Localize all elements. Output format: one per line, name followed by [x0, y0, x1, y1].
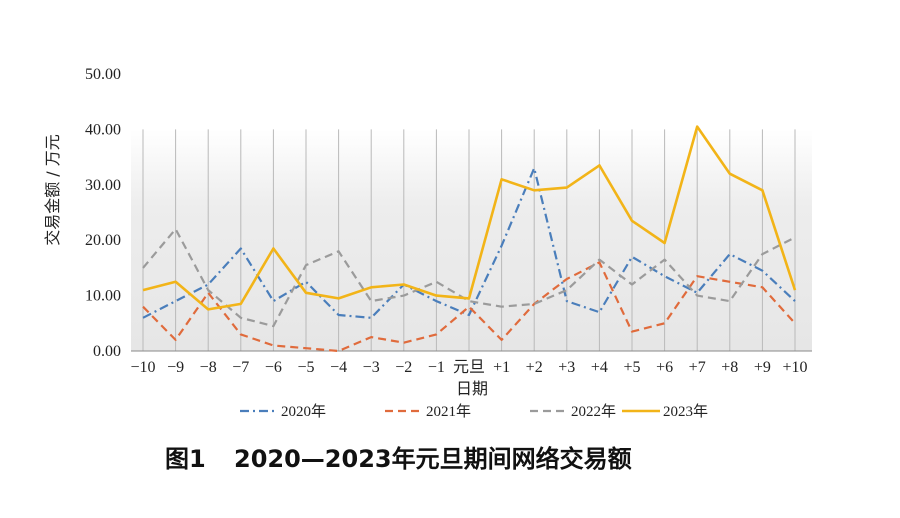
x-tick-label: −1: [428, 359, 445, 376]
grid-lines: [131, 129, 812, 352]
plot-background: [131, 129, 812, 351]
y-tick-label: 10.00: [85, 288, 121, 305]
x-tick-label: +6: [656, 359, 673, 376]
figure-caption-label: 图1: [165, 445, 206, 473]
figure-caption-text: 2020—2023年元旦期间网络交易额: [234, 445, 632, 473]
x-tick-label: +2: [526, 359, 543, 376]
series-line-2022年: [142, 228, 796, 328]
x-tick-label: +8: [721, 359, 738, 376]
y-axis-ticks: 0.00 10.00 20.00 30.00 40.00 50.00: [85, 66, 121, 360]
legend-label: 2021年: [426, 403, 471, 420]
x-tick-label: −3: [363, 359, 380, 376]
y-tick-label: 0.00: [93, 343, 121, 360]
series-line-2023年: [142, 125, 797, 311]
x-tick-label: +3: [558, 359, 575, 376]
x-tick-label: 元旦: [453, 359, 485, 376]
y-tick-label: 30.00: [85, 177, 121, 194]
x-axis-ticks: −10 −9 −8 −7 −6 −5 −4 −3 −2 −1 元旦 +1 +2 +3 +4 +5 +6 +7 +8 +…: [130, 359, 807, 376]
x-tick-label: +10: [782, 359, 807, 376]
x-tick-label: −10: [130, 359, 155, 376]
x-tick-label: −8: [200, 359, 217, 376]
x-tick-label: +9: [754, 359, 771, 376]
x-tick-label: +1: [493, 359, 510, 376]
x-tick-label: −5: [297, 359, 314, 376]
x-tick-label: +7: [689, 359, 706, 376]
series-lines: [142, 125, 797, 353]
x-tick-label: −2: [395, 359, 412, 376]
x-tick-label: +4: [591, 359, 608, 376]
x-tick-label: −7: [232, 359, 249, 376]
y-axis-title: 交易金额 / 万元: [43, 134, 62, 246]
legend-label: 2022年: [571, 403, 616, 420]
x-tick-label: −9: [167, 359, 184, 376]
legend-label: 2023年: [663, 403, 708, 420]
series-line-2021年: [142, 261, 796, 353]
legend-label: 2020年: [281, 403, 326, 420]
y-tick-label: 40.00: [85, 121, 121, 138]
y-tick-label: 20.00: [85, 232, 121, 249]
x-tick-label: −6: [265, 359, 282, 376]
x-tick-label: −4: [330, 359, 347, 376]
y-tick-label: 50.00: [85, 66, 121, 83]
plot-area: [131, 129, 812, 351]
legend: 2020年 2021年 2022年 2023年: [240, 403, 708, 420]
series-line-2020年: [142, 167, 796, 319]
x-tick-label: +5: [623, 359, 640, 376]
x-axis-title: 日期: [456, 379, 488, 398]
